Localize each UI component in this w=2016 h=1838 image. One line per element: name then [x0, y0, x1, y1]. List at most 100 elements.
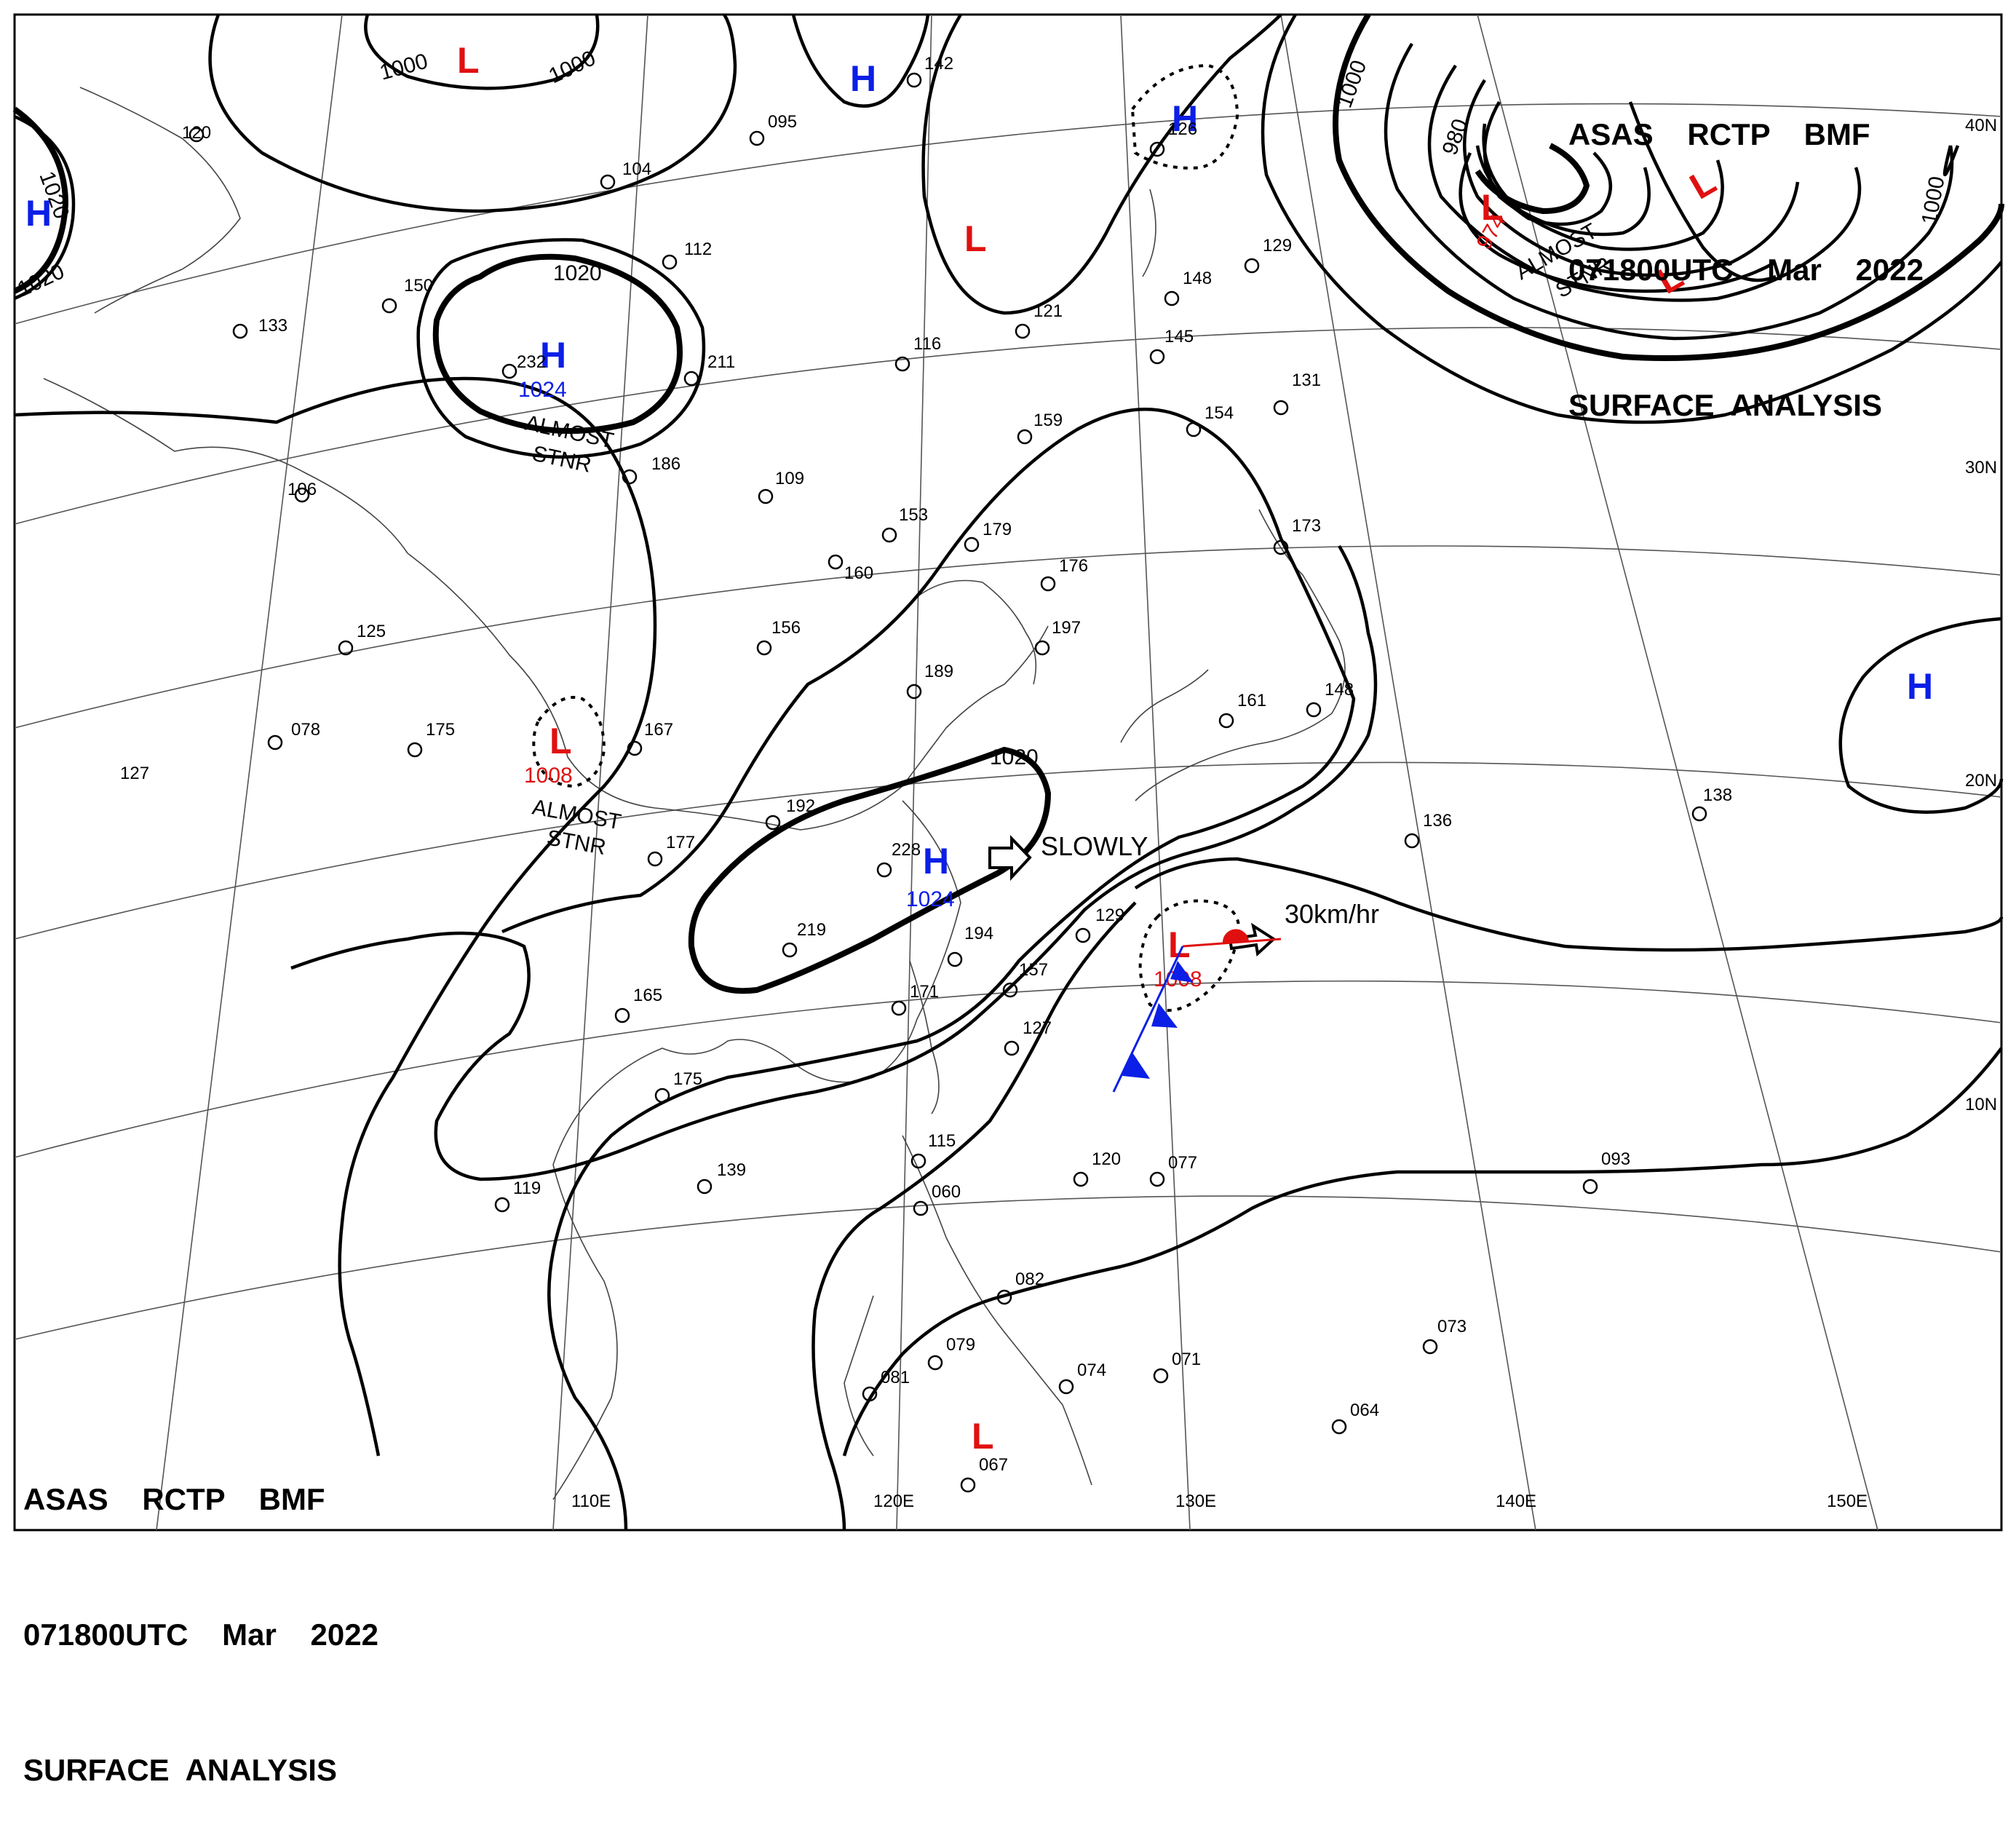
station-value: 194 — [964, 924, 993, 943]
station-value: 093 — [1601, 1149, 1630, 1169]
isobar-label: 1020 — [990, 745, 1039, 769]
station-value: 228 — [892, 840, 921, 860]
grid-labels: 110E 120E 130E 140E 150E 40N 30N 20N 10N — [571, 116, 1997, 1511]
station-value: 129 — [1095, 906, 1124, 925]
station-value: 179 — [983, 520, 1012, 539]
speed-arrow — [1228, 922, 1277, 956]
station-value: 175 — [426, 720, 455, 740]
weather-map: 1000 1000 1020 1020 1020 1000 980 1000 1… — [12, 12, 2004, 1532]
station-value: 112 — [684, 239, 712, 259]
station-value: 138 — [1703, 785, 1732, 805]
header-agency: ASAS RCTP BMF — [1568, 117, 1870, 151]
station-value: 154 — [1205, 403, 1234, 423]
cold-front-barb — [1122, 1053, 1150, 1079]
station-value: 171 — [910, 982, 939, 1002]
isobar-label: 980 — [1438, 116, 1473, 158]
high-pressure-center: H — [540, 335, 566, 376]
high-pressure-center: H — [25, 193, 52, 234]
station-value: 131 — [1292, 371, 1321, 390]
high-pressure-center: H — [850, 58, 876, 99]
station-value: 106 — [287, 480, 317, 499]
station-value: 121 — [1033, 301, 1063, 321]
cold-front-barb — [1151, 1003, 1178, 1028]
warm-front — [1182, 938, 1282, 948]
longitude-label: 120E — [873, 1492, 914, 1511]
low-pressure-center: L — [1481, 187, 1504, 228]
header-time: 071800UTC Mar 2022 — [1568, 253, 1924, 287]
station-value: 127 — [1023, 1018, 1052, 1038]
station-value: 165 — [633, 986, 662, 1005]
station-value: 073 — [1437, 1317, 1467, 1336]
station-value: 175 — [673, 1069, 702, 1089]
station-value: 153 — [899, 505, 928, 525]
station-value: 116 — [913, 334, 941, 354]
station-value: 173 — [1292, 516, 1321, 536]
longitude-grid — [156, 14, 1878, 1531]
station-value: 145 — [1164, 327, 1194, 346]
station-value: 071 — [1172, 1350, 1201, 1369]
low-pressure-center: L — [964, 218, 987, 259]
pressure-value: 974 — [1472, 210, 1511, 254]
station-value: 077 — [1168, 1153, 1197, 1173]
isobar-label: 1000 — [545, 46, 599, 88]
station-value: 177 — [666, 833, 695, 852]
station-value: 133 — [258, 316, 287, 336]
station-value: 189 — [924, 662, 953, 681]
latitude-label: 20N — [1965, 771, 1997, 791]
station-value: 197 — [1052, 618, 1081, 638]
motion-note: STNR — [545, 825, 608, 860]
coastlines — [43, 87, 1346, 1500]
station-value: 192 — [786, 796, 815, 816]
cold-front-barb — [1170, 961, 1194, 983]
latitude-label: 40N — [1965, 116, 1997, 135]
station-value: 161 — [1237, 691, 1266, 710]
station-value: 232 — [517, 352, 546, 372]
pressure-value: 1024 — [906, 887, 955, 911]
station-value: 127 — [120, 764, 149, 783]
station-value: 095 — [768, 112, 797, 132]
station-value: 148 — [1183, 269, 1212, 288]
isobars — [12, 12, 2004, 1531]
station-value: 159 — [1033, 411, 1063, 430]
station-value: 109 — [775, 469, 804, 488]
isobar-label: 1020 — [14, 259, 68, 301]
slowly-arrow — [988, 835, 1032, 882]
station-value: 082 — [1015, 1269, 1044, 1289]
latitude-label: 30N — [1965, 458, 1997, 478]
header-title: SURFACE ANALYSIS — [1568, 388, 1882, 422]
high-pressure-center: H — [1172, 98, 1198, 139]
high-pressure-center: H — [923, 841, 949, 882]
movement-label: 30km/hr — [1285, 899, 1379, 929]
station-value: 157 — [1019, 960, 1048, 980]
warm-front-bump — [1222, 929, 1249, 943]
longitude-label: 130E — [1175, 1492, 1216, 1511]
station-value: 150 — [404, 276, 433, 296]
station-value: 139 — [717, 1160, 746, 1180]
station-value: 125 — [357, 622, 386, 641]
station-value: 064 — [1350, 1401, 1379, 1420]
header-bottom: ASAS RCTP BMF 071800UTC Mar 2022 SURFACE… — [23, 1387, 378, 1838]
station-value: 060 — [932, 1182, 961, 1202]
header-top: ASAS RCTP BMF 071800UTC Mar 2022 SURFACE… — [1568, 22, 1924, 473]
movement-label: SLOWLY — [1041, 831, 1148, 861]
station-observations: 120 142 104 112 133 232 211 186 106 109 … — [120, 54, 1732, 1475]
station-value: 126 — [1168, 119, 1197, 139]
station-value: 148 — [1325, 680, 1354, 700]
station-value: 156 — [771, 618, 801, 638]
pressure-value: 1024 — [518, 378, 567, 402]
station-value: 074 — [1077, 1360, 1106, 1380]
fronts — [1112, 929, 1282, 1093]
station-value: 176 — [1059, 556, 1088, 576]
station-value: 219 — [797, 920, 826, 940]
station-value: 115 — [928, 1131, 956, 1151]
map-frame — [13, 13, 2003, 1532]
cold-front — [1112, 946, 1184, 1093]
station-value: 081 — [881, 1368, 910, 1387]
high-pressure-center: H — [1907, 666, 1933, 707]
station-value: 104 — [622, 159, 651, 179]
latitude-label: 10N — [1965, 1095, 1997, 1114]
latitude-grid — [14, 103, 2002, 1340]
low-pressure-center: L — [549, 721, 572, 761]
station-value: 067 — [979, 1455, 1008, 1475]
station-value: 129 — [1263, 236, 1292, 256]
